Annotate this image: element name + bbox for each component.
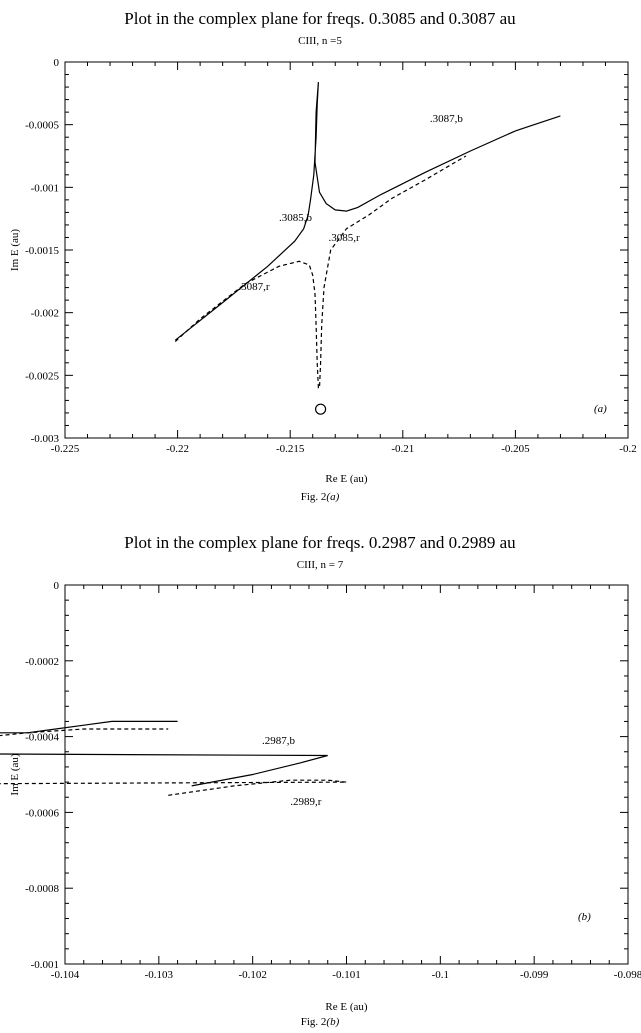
chart-subtitle: CIII, n =5 [298, 35, 342, 47]
caption-text: Fig. 2 [301, 491, 327, 503]
y-tick-label: -0.0015 [25, 245, 59, 257]
x-tick-label: -0.21 [391, 443, 414, 455]
y-axis-label: Im E (au) [9, 753, 21, 795]
chart-subtitle: CIII, n = 7 [297, 559, 344, 571]
y-tick-label: 0 [54, 57, 60, 69]
x-tick-label: -0.099 [520, 969, 549, 981]
x-tick-label: -0.215 [276, 443, 305, 455]
panel-label: (a) [594, 403, 607, 415]
figure-caption: Fig. 2(b) [301, 1016, 340, 1028]
plot-frame [64, 61, 629, 439]
series-solid-line [0, 720, 328, 787]
y-tick-label: -0.001 [31, 959, 59, 971]
figure-caption: Fig. 2(a) [301, 491, 340, 503]
x-tick-label: -0.205 [501, 443, 530, 455]
series-dashed-line [0, 728, 347, 796]
x-tick-label: -0.2 [619, 443, 636, 455]
curve-annotation: .3085,b [279, 212, 313, 224]
x-tick-label: -0.101 [332, 969, 360, 981]
series-solid-line [174, 82, 561, 341]
curve-annotation: .2987,b [262, 735, 296, 747]
x-tick-label: -0.225 [51, 443, 80, 455]
y-tick-label: -0.0025 [25, 370, 59, 382]
curve-annotation: .3087,r [238, 281, 269, 293]
y-tick-label: -0.0006 [25, 807, 59, 819]
y-tick-label: 0 [54, 580, 60, 592]
panel-label: (b) [578, 911, 591, 923]
y-tick-label: -0.003 [31, 433, 60, 445]
x-tick-label: -0.098 [614, 969, 641, 981]
y-tick-label: -0.0005 [25, 120, 59, 132]
y-tick-label: -0.0002 [25, 656, 59, 668]
y-tick-label: -0.002 [31, 308, 59, 320]
curve-annotation: .2989,r [290, 796, 322, 808]
x-axis-label: Re E (au) [325, 473, 367, 485]
curve-annotation: .3085,r [328, 232, 360, 244]
caption-panel: (b) [326, 1016, 339, 1028]
caption-text: Fig. 2 [301, 1016, 327, 1028]
x-axis-label: Re E (au) [325, 1001, 367, 1013]
caption-panel: (a) [326, 491, 339, 503]
open-circle-marker [315, 403, 327, 415]
chart-title: Plot in the complex plane for freqs. 0.2… [124, 533, 516, 552]
curve-annotation: .3087,b [430, 113, 464, 125]
plot-frame [64, 584, 629, 965]
y-tick-label: -0.001 [31, 182, 59, 194]
x-tick-label: -0.1 [432, 969, 449, 981]
x-tick-label: -0.103 [145, 969, 174, 981]
x-tick-label: -0.22 [166, 443, 189, 455]
y-tick-label: -0.0004 [25, 732, 59, 744]
y-axis-label: Im E (au) [9, 229, 21, 271]
y-tick-label: -0.0008 [25, 883, 59, 895]
series-dashed-line [174, 155, 467, 389]
x-tick-label: -0.102 [238, 969, 266, 981]
chart-title: Plot in the complex plane for freqs. 0.3… [124, 9, 516, 28]
x-tick-label: -0.104 [51, 969, 80, 981]
